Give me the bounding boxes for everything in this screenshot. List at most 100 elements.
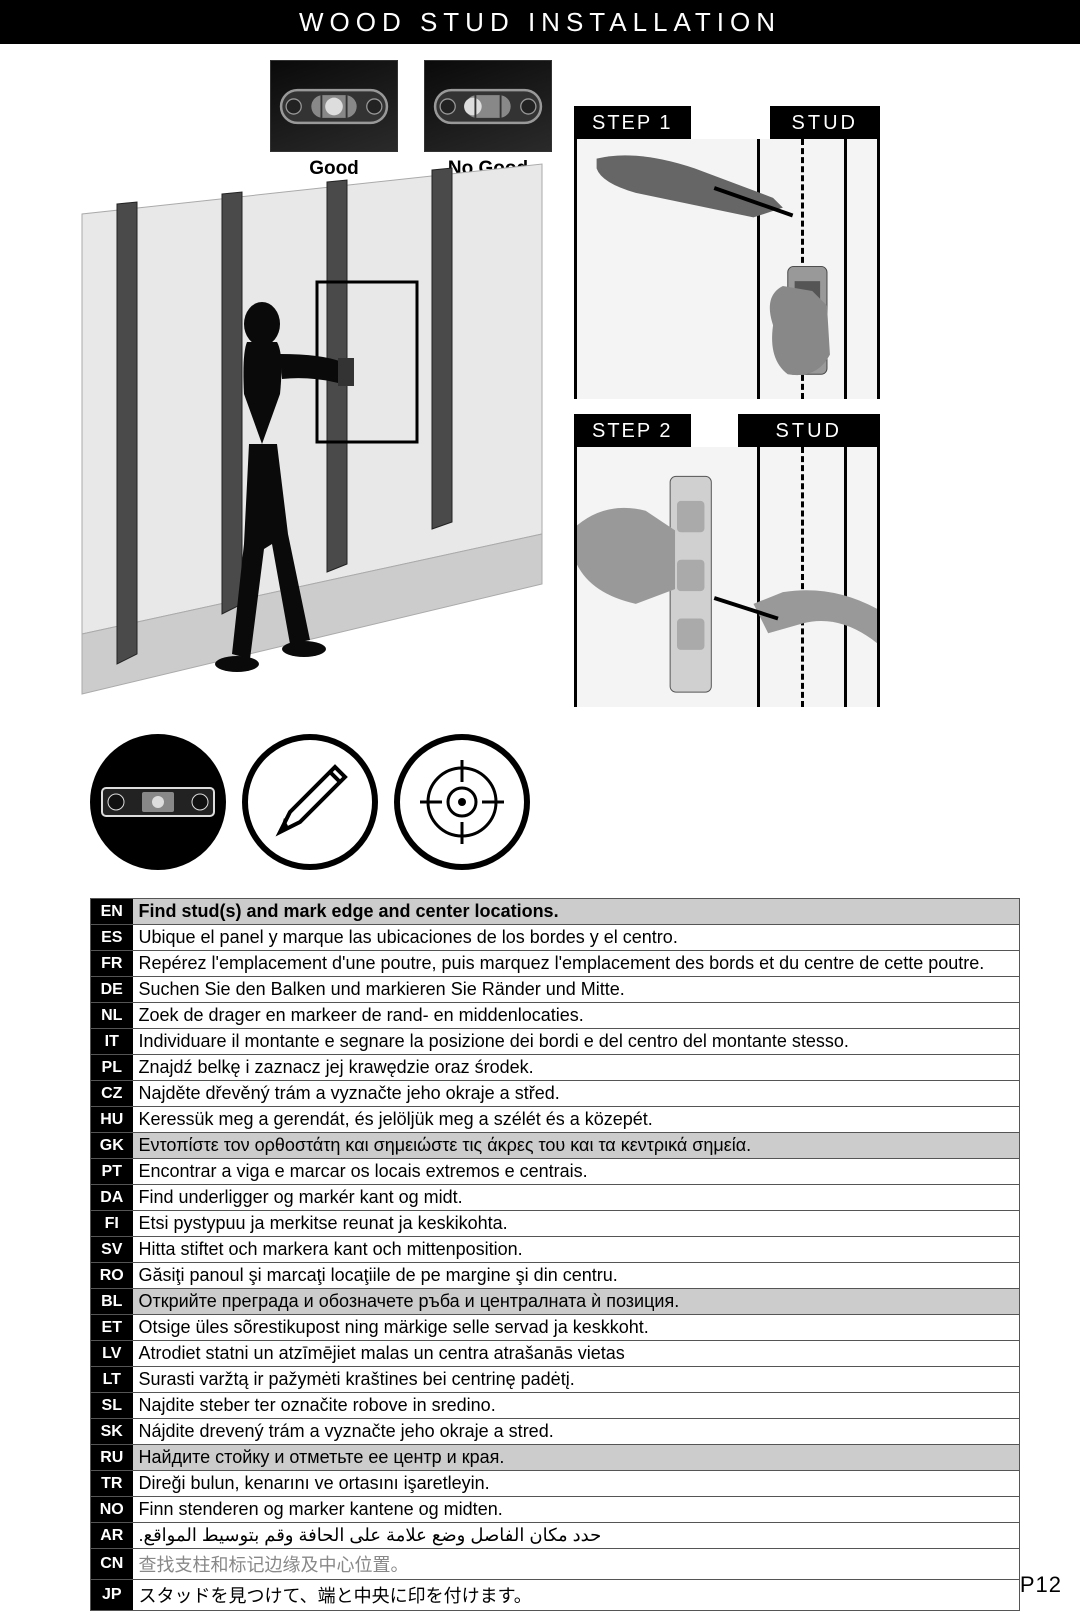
- translation-text: Atrodiet statni un atzīmējiet malas un c…: [133, 1341, 1020, 1367]
- translation-row: ROGăsiţi panoul şi marcaţi locaţiile de …: [91, 1263, 1020, 1289]
- translation-text: Otsige üles sõrestikupost ning märkige s…: [133, 1315, 1020, 1341]
- lang-code: DA: [91, 1185, 133, 1211]
- lang-code: EN: [91, 899, 133, 925]
- translation-row: ITIndividuare il montante e segnare la p…: [91, 1029, 1020, 1055]
- lang-code: TR: [91, 1471, 133, 1497]
- translation-text: Etsi pystypuu ja merkitse reunat ja kesk…: [133, 1211, 1020, 1237]
- translation-text: Finn stenderen og marker kantene og midt…: [133, 1497, 1020, 1523]
- translation-text: Nájdite drevený trám a vyznačte jeho okr…: [133, 1419, 1020, 1445]
- translation-text: Find underligger og markér kant og midt.: [133, 1185, 1020, 1211]
- translation-text: Najděte dřevěný trám a vyznačte jeho okr…: [133, 1081, 1020, 1107]
- translation-text: Keressük meg a gerendát, és jelöljük meg…: [133, 1107, 1020, 1133]
- translation-row: HUKeressük meg a gerendát, és jelöljük m…: [91, 1107, 1020, 1133]
- page-number: P12: [1020, 1572, 1062, 1598]
- translation-row: ETOtsige üles sõrestikupost ning märkige…: [91, 1315, 1020, 1341]
- lang-code: SL: [91, 1393, 133, 1419]
- lang-code: AR: [91, 1523, 133, 1549]
- translation-row: RUНайдите стойку и отметьте ее центр и к…: [91, 1445, 1020, 1471]
- translation-row: NOFinn stenderen og marker kantene og mi…: [91, 1497, 1020, 1523]
- lang-code: RO: [91, 1263, 133, 1289]
- translation-row: SVHitta stiftet och markera kant och mit…: [91, 1237, 1020, 1263]
- translation-text: حدد مكان الفاصل وضع علامة على الحافة وقم…: [133, 1523, 1020, 1549]
- translation-text: Najdite steber ter označite robove in sr…: [133, 1393, 1020, 1419]
- lang-code: LV: [91, 1341, 133, 1367]
- lang-code: RU: [91, 1445, 133, 1471]
- translation-row: BLОткрийте преграда и обозначете ръба и …: [91, 1289, 1020, 1315]
- translation-row: DAFind underligger og markér kant og mid…: [91, 1185, 1020, 1211]
- translation-row: DESuchen Sie den Balken und markieren Si…: [91, 977, 1020, 1003]
- translation-row: PTEncontrar a viga e marcar os locais ex…: [91, 1159, 1020, 1185]
- translation-text: Găsiţi panoul şi marcaţi locaţiile de pe…: [133, 1263, 1020, 1289]
- step-2-illustration: [574, 447, 880, 707]
- step-2-panel: STEP 2 STUD: [574, 414, 880, 707]
- translation-row: FRRepérez l'emplacement d'une poutre, pu…: [91, 951, 1020, 977]
- lang-code: PL: [91, 1055, 133, 1081]
- step-1-illustration: [574, 139, 880, 399]
- lang-code: BL: [91, 1289, 133, 1315]
- translation-text: Znajdź belkę i zaznacz jej krawędzie ora…: [133, 1055, 1020, 1081]
- translation-row: ENFind stud(s) and mark edge and center …: [91, 899, 1020, 925]
- translation-text: Encontrar a viga e marcar os locais extr…: [133, 1159, 1020, 1185]
- translation-text: Individuare il montante e segnare la pos…: [133, 1029, 1020, 1055]
- step-2-label: STEP 2: [574, 414, 691, 449]
- translation-text: Find stud(s) and mark edge and center lo…: [133, 899, 1020, 925]
- lang-code: LT: [91, 1367, 133, 1393]
- translation-text: Ubique el panel y marque las ubicaciones…: [133, 925, 1020, 951]
- lang-code: SK: [91, 1419, 133, 1445]
- translation-text: Hitta stiftet och markera kant och mitte…: [133, 1237, 1020, 1263]
- translation-text: Открийте преграда и обозначете ръба и це…: [133, 1289, 1020, 1315]
- lang-code: DE: [91, 977, 133, 1003]
- translation-text: スタッドを見つけて、端と中央に印を付けます。: [133, 1580, 1020, 1611]
- step-2-stud-label: STUD: [738, 414, 880, 449]
- lang-code: CZ: [91, 1081, 133, 1107]
- translation-row: SKNájdite drevený trám a vyznačte jeho o…: [91, 1419, 1020, 1445]
- translation-row: PLZnajdź belkę i zaznacz jej krawędzie o…: [91, 1055, 1020, 1081]
- step-1-panel: STEP 1 STUD: [574, 106, 880, 399]
- translation-row: FIEtsi pystypuu ja merkitse reunat ja ke…: [91, 1211, 1020, 1237]
- page-title: WOOD STUD INSTALLATION: [0, 0, 1080, 44]
- lang-code: SV: [91, 1237, 133, 1263]
- tools-row: [90, 734, 530, 870]
- lang-code: ES: [91, 925, 133, 951]
- lang-code: FR: [91, 951, 133, 977]
- translation-text: Repérez l'emplacement d'une poutre, puis…: [133, 951, 1020, 977]
- lang-code: PT: [91, 1159, 133, 1185]
- translation-row: LVAtrodiet statni un atzīmējiet malas un…: [91, 1341, 1020, 1367]
- stud-finder-hand-icon: [577, 139, 877, 394]
- translation-text: Direği bulun, kenarını ve ortasını işare…: [133, 1471, 1020, 1497]
- translation-text: 查找支柱和标记边缘及中心位置。: [133, 1549, 1020, 1580]
- lang-code: CN: [91, 1549, 133, 1580]
- translation-text: Найдите стойку и отметьте ее центр и кра…: [133, 1445, 1020, 1471]
- translation-text: Zoek de drager en markeer de rand- en mi…: [133, 1003, 1020, 1029]
- lang-code: FI: [91, 1211, 133, 1237]
- translation-row: ARحدد مكان الفاصل وضع علامة على الحافة و…: [91, 1523, 1020, 1549]
- lang-code: GK: [91, 1133, 133, 1159]
- lang-code: HU: [91, 1107, 133, 1133]
- lang-code: JP: [91, 1580, 133, 1611]
- translation-row: SLNajdite steber ter označite robove in …: [91, 1393, 1020, 1419]
- tool-pencil-icon: [242, 734, 378, 870]
- step-1-label: STEP 1: [574, 106, 691, 141]
- translation-row: CN查找支柱和标记边缘及中心位置。: [91, 1549, 1020, 1580]
- illustration-area: Good No Good: [0, 44, 1080, 792]
- translation-text: Εντοπίστε τον ορθοστάτη και σημειώστε τι…: [133, 1133, 1020, 1159]
- translation-row: ESUbique el panel y marque las ubicacion…: [91, 925, 1020, 951]
- lang-code: NO: [91, 1497, 133, 1523]
- translation-text: Suchen Sie den Balken und markieren Sie …: [133, 977, 1020, 1003]
- translation-row: CZNajděte dřevěný trám a vyznačte jeho o…: [91, 1081, 1020, 1107]
- lang-code: IT: [91, 1029, 133, 1055]
- wall-illustration: [62, 104, 562, 734]
- translation-row: TRDireği bulun, kenarını ve ortasını işa…: [91, 1471, 1020, 1497]
- translation-row: LTSurasti varžtą ir pažymėti kraštines b…: [91, 1367, 1020, 1393]
- translation-text: Surasti varžtą ir pažymėti kraštines bei…: [133, 1367, 1020, 1393]
- tool-studfinder-icon: [394, 734, 530, 870]
- translation-row: JPスタッドを見つけて、端と中央に印を付けます。: [91, 1580, 1020, 1611]
- tool-level-icon: [90, 734, 226, 870]
- level-marking-hand-icon: [577, 447, 877, 702]
- translations-table: ENFind stud(s) and mark edge and center …: [90, 898, 1020, 1611]
- translation-row: GKΕντοπίστε τον ορθοστάτη και σημειώστε …: [91, 1133, 1020, 1159]
- step-1-stud-label: STUD: [770, 106, 880, 141]
- lang-code: ET: [91, 1315, 133, 1341]
- translation-row: NLZoek de drager en markeer de rand- en …: [91, 1003, 1020, 1029]
- lang-code: NL: [91, 1003, 133, 1029]
